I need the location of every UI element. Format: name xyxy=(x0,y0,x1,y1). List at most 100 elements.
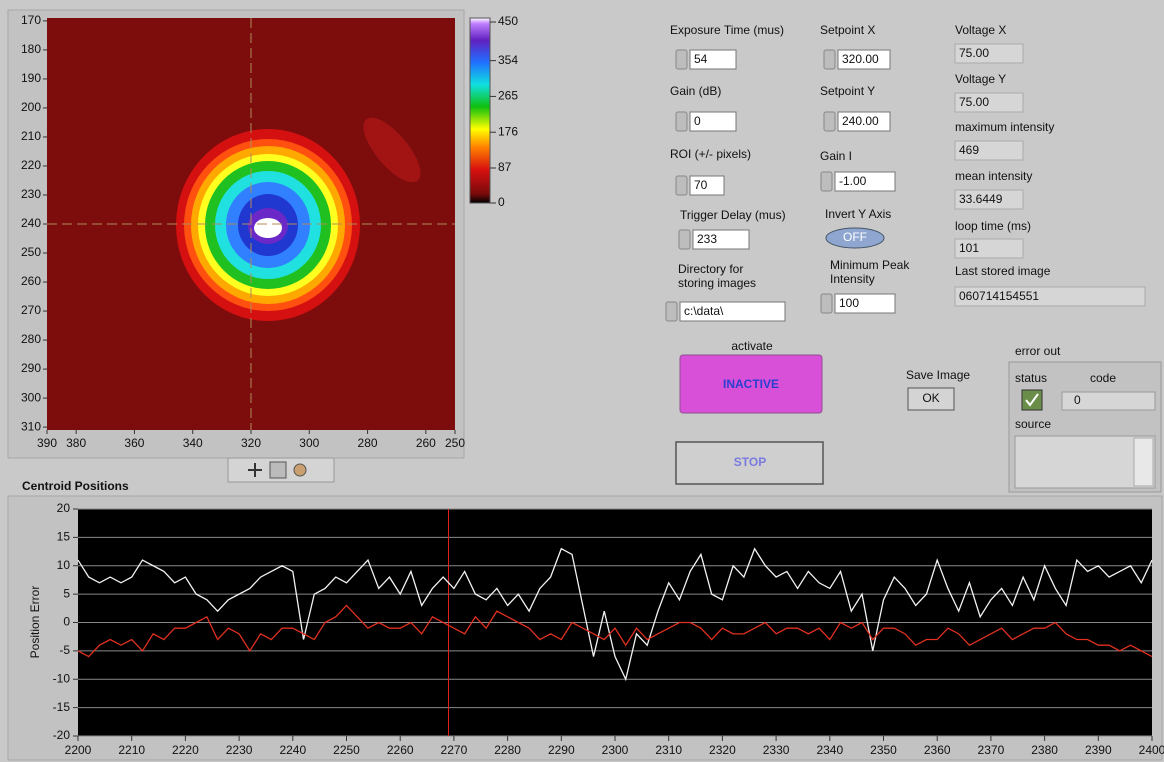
y-tick-label: 210 xyxy=(21,129,41,143)
ok-label: OK xyxy=(922,391,939,405)
y-tick-label: -5 xyxy=(59,643,70,657)
indicator-value: 75.00 xyxy=(959,95,989,109)
control-label: Setpoint X xyxy=(820,23,875,37)
control-label: Gain I xyxy=(820,149,852,163)
stop-label: STOP xyxy=(734,455,766,469)
spinner[interactable] xyxy=(676,50,687,69)
x-tick-label: 2260 xyxy=(387,743,414,757)
code-value: 0 xyxy=(1074,393,1081,407)
x-tick-label: 2230 xyxy=(226,743,253,757)
x-tick-label: 260 xyxy=(416,436,436,450)
pan-tool[interactable] xyxy=(294,464,306,476)
y-tick-label: 15 xyxy=(57,530,71,544)
y-tick-label: 310 xyxy=(21,419,41,433)
y-tick-label: 0 xyxy=(63,615,70,629)
control-value: 100 xyxy=(839,296,859,310)
spinner[interactable] xyxy=(666,302,677,321)
y-tick-label: 280 xyxy=(21,332,41,346)
x-tick-label: 2290 xyxy=(548,743,575,757)
control-value: 240.00 xyxy=(842,114,879,128)
x-tick-label: 2400 xyxy=(1139,743,1164,757)
indicator-label: Voltage Y xyxy=(955,72,1006,86)
x-tick-label: 2350 xyxy=(870,743,897,757)
spinner[interactable] xyxy=(676,176,687,195)
x-tick-label: 2300 xyxy=(602,743,629,757)
spinner[interactable] xyxy=(824,112,835,131)
y-tick-label: -10 xyxy=(53,671,71,685)
spinner[interactable] xyxy=(821,172,832,191)
label: Directory for storing images xyxy=(678,262,756,290)
label-line: Intensity xyxy=(830,272,875,286)
y-tick-label: 300 xyxy=(21,390,41,404)
spinner[interactable] xyxy=(676,112,687,131)
y-tick-label: 270 xyxy=(21,303,41,317)
activate-label: activate xyxy=(731,339,773,353)
save-image-label: Save Image xyxy=(906,368,970,382)
scrollbar[interactable] xyxy=(1134,438,1153,486)
front-panel: 1701801902002102202302402502602702802903… xyxy=(0,0,1164,762)
x-tick-label: 2390 xyxy=(1085,743,1112,757)
x-tick-label: 2270 xyxy=(441,743,468,757)
x-tick-label: 320 xyxy=(241,436,261,450)
x-tick-label: 2360 xyxy=(924,743,951,757)
x-tick-label: 2370 xyxy=(978,743,1005,757)
y-tick-label: 230 xyxy=(21,187,41,201)
x-tick-label: 2380 xyxy=(1031,743,1058,757)
core xyxy=(254,218,282,238)
control-label: Gain (dB) xyxy=(670,84,721,98)
label-line: storing images xyxy=(678,276,756,290)
indicator-label: loop time (ms) xyxy=(955,219,1031,233)
x-tick-label: 2330 xyxy=(763,743,790,757)
y-tick-label: 250 xyxy=(21,245,41,259)
indicator-value: 101 xyxy=(959,241,979,255)
x-tick-label: 340 xyxy=(183,436,203,450)
spinner[interactable] xyxy=(679,230,690,249)
x-tick-label: 380 xyxy=(66,436,86,450)
y-tick-label: 260 xyxy=(21,274,41,288)
status-label: status xyxy=(1015,371,1047,385)
status-box xyxy=(1022,390,1042,410)
y-tick-label: 290 xyxy=(21,361,41,375)
control-value: 54 xyxy=(694,52,708,66)
spinner[interactable] xyxy=(824,50,835,69)
control-value: 320.00 xyxy=(842,52,879,66)
error-out-label: error out xyxy=(1015,344,1061,358)
colorbar-tick-label: 450 xyxy=(498,14,518,28)
toggle-value: OFF xyxy=(843,230,867,244)
colorbar-tick-label: 87 xyxy=(498,160,512,174)
y-tick-label: -20 xyxy=(53,728,71,742)
y-tick-label: 20 xyxy=(57,501,71,515)
spinner[interactable] xyxy=(821,294,832,313)
x-tick-label: 300 xyxy=(299,436,319,450)
indicator-value: 060714154551 xyxy=(959,289,1039,303)
colorbar-tick-label: 176 xyxy=(498,124,518,138)
indicator-value: 75.00 xyxy=(959,46,989,60)
indicator-label: Voltage X xyxy=(955,23,1006,37)
y-tick-label: 5 xyxy=(63,586,70,600)
control-value: c:\data\ xyxy=(684,304,724,318)
control-label: Setpoint Y xyxy=(820,84,875,98)
y-tick-label: 240 xyxy=(21,216,41,230)
y-tick-label: 10 xyxy=(57,558,71,572)
control-label: ROI (+/- pixels) xyxy=(670,147,751,161)
indicator-value: 469 xyxy=(959,143,979,157)
x-tick-label: 2280 xyxy=(494,743,521,757)
indicator-label: Last stored image xyxy=(955,264,1051,278)
x-tick-label: 280 xyxy=(358,436,378,450)
colorbar-tick-label: 354 xyxy=(498,53,518,67)
x-tick-label: 250 xyxy=(445,436,465,450)
zoom-tool[interactable] xyxy=(270,462,286,478)
control-value: 233 xyxy=(697,232,717,246)
x-tick-label: 2320 xyxy=(709,743,736,757)
x-tick-label: 2310 xyxy=(655,743,682,757)
label-line: Minimum Peak xyxy=(830,258,913,272)
x-tick-label: 2250 xyxy=(333,743,360,757)
code-label: code xyxy=(1090,371,1116,385)
control-value: 0 xyxy=(694,114,701,128)
control-label: Exposure Time (mus) xyxy=(670,23,784,37)
indicator-label: mean intensity xyxy=(955,169,1032,183)
y-tick-label: 190 xyxy=(21,71,41,85)
label-line: Directory for xyxy=(678,262,747,276)
x-tick-label: 2200 xyxy=(65,743,92,757)
x-tick-label: 360 xyxy=(124,436,144,450)
